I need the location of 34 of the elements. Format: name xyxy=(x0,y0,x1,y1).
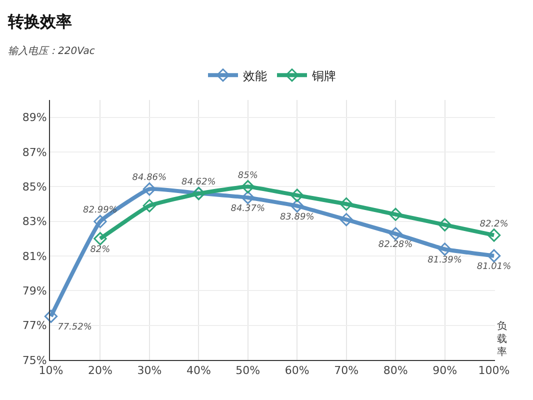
legend-label: 铜牌 xyxy=(311,68,336,83)
x-tick-label: 30% xyxy=(137,364,162,378)
data-label: 82.28% xyxy=(378,240,413,250)
y-tick-label: 87% xyxy=(22,146,47,159)
y-tick-label: 89% xyxy=(22,111,47,124)
data-label: 83.89% xyxy=(280,212,314,222)
x-axis-title: 负载率 xyxy=(497,320,507,358)
x-tick-label: 60% xyxy=(284,364,310,378)
x-tick-label: 20% xyxy=(88,364,112,378)
x-tick-label: 10% xyxy=(38,364,64,378)
x-tick-label: 50% xyxy=(236,364,260,378)
y-tick-label: 83% xyxy=(22,215,47,228)
chart-subtitle: 输入电压：220Vac xyxy=(8,45,96,58)
y-tick-label: 75% xyxy=(22,354,47,367)
data-label: 81.01% xyxy=(476,262,512,272)
data-label: 85% xyxy=(238,170,258,181)
x-tick-label: 100% xyxy=(478,364,510,378)
x-tick-label: 90% xyxy=(432,364,458,378)
data-label: 82% xyxy=(90,245,110,256)
x-tick-label: 40% xyxy=(186,364,211,378)
data-label: 84.86% xyxy=(132,173,167,184)
y-tick-label: 85% xyxy=(22,180,47,194)
x-tick-label: 80% xyxy=(383,364,408,378)
y-tick-label: 77% xyxy=(22,319,47,332)
y-tick-label: 81% xyxy=(22,250,47,263)
x-tick-label: 70% xyxy=(334,364,359,378)
data-label: 84.62% xyxy=(181,177,216,188)
data-label: 84.37% xyxy=(230,204,266,214)
legend-label: 效能 xyxy=(243,68,267,83)
chart-title: 转换效率 xyxy=(6,12,72,32)
data-label: 82.2% xyxy=(480,219,508,230)
data-label: 77.52% xyxy=(58,322,92,333)
y-tick-label: 79% xyxy=(22,284,47,298)
data-label: 81.39% xyxy=(428,256,462,266)
